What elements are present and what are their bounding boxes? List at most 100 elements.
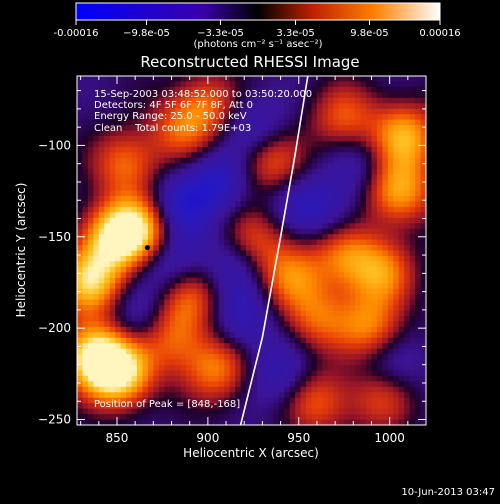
heatmap-cell (207, 294, 214, 301)
heatmap-cell (415, 381, 422, 388)
heatmap-cell (327, 272, 334, 279)
heatmap-cell (371, 408, 378, 415)
heatmap-cell (306, 168, 313, 175)
heatmap-cell (207, 190, 214, 197)
heatmap-cell (169, 354, 176, 361)
heatmap-cell (349, 337, 356, 344)
heatmap-cell (120, 272, 127, 279)
heatmap-cell (164, 305, 171, 312)
heatmap-cell (229, 403, 236, 410)
heatmap-cell (158, 255, 165, 262)
heatmap-cell (393, 255, 400, 262)
heatmap-cell (316, 337, 323, 344)
heatmap-cell (295, 299, 302, 306)
heatmap-cell (224, 321, 231, 328)
heatmap-cell (267, 206, 274, 213)
heatmap-cell (338, 228, 345, 235)
heatmap-cell (235, 255, 242, 262)
heatmap-cell (360, 332, 367, 339)
heatmap-cell (349, 185, 356, 192)
heatmap-cell (295, 195, 302, 203)
heatmap-cell (360, 152, 367, 159)
heatmap-cell (180, 370, 187, 377)
heatmap-cell (82, 228, 89, 235)
heatmap-cell (327, 190, 334, 197)
heatmap-cell (311, 135, 318, 143)
heatmap-cell (415, 245, 422, 252)
heatmap-cell (147, 81, 154, 88)
heatmap-cell (196, 392, 204, 399)
heatmap-cell (131, 381, 138, 388)
heatmap-cell (306, 375, 313, 382)
heatmap-cell (306, 408, 313, 415)
heatmap-cell (158, 76, 165, 83)
heatmap-cell (82, 365, 89, 372)
heatmap-cell (360, 315, 367, 322)
heatmap-cell (409, 206, 416, 213)
heatmap-cell (387, 92, 394, 99)
heatmap-cell (382, 250, 389, 257)
heatmap-cell (300, 315, 307, 322)
heatmap-cell (338, 261, 345, 268)
heatmap-cell (262, 146, 269, 153)
heatmap-cell (289, 397, 296, 404)
heatmap-cell (415, 217, 422, 224)
heatmap-cell (327, 299, 334, 306)
heatmap-cell (306, 108, 313, 115)
heatmap-cell (327, 375, 334, 382)
heatmap-cell (246, 392, 253, 399)
heatmap-cell (256, 370, 263, 377)
x-tick-labels: 850 900 950 1000 (106, 431, 405, 445)
heatmap-cell (398, 365, 405, 372)
heatmap-cell (256, 234, 263, 241)
heatmap-cell (196, 217, 204, 224)
heatmap-cell (131, 223, 138, 230)
heatmap-cell (393, 332, 400, 339)
heatmap-cell (147, 168, 154, 175)
heatmap-cell (202, 130, 209, 137)
heatmap-cell (415, 375, 422, 382)
heatmap-cell (240, 299, 247, 306)
heatmap-cell (82, 250, 89, 257)
heatmap-cell (235, 97, 242, 104)
heatmap-cell (316, 348, 323, 355)
heatmap-cell (316, 168, 323, 175)
heatmap-cell (147, 283, 154, 290)
heatmap-cell (120, 386, 127, 393)
heatmap-cell (82, 103, 89, 110)
heatmap-cell (202, 365, 209, 372)
heatmap-cell (224, 195, 231, 203)
heatmap-cell (251, 212, 258, 219)
heatmap-cell (393, 250, 400, 257)
heatmap-cell (120, 255, 127, 262)
heatmap-cell (311, 354, 318, 361)
heatmap-cell (120, 108, 127, 115)
heatmap-cell (355, 255, 362, 262)
colorbar-tick-label: -0.00016 (54, 28, 99, 39)
heatmap-cell (175, 223, 182, 230)
heatmap-cell (349, 179, 356, 186)
heatmap-cell (136, 174, 144, 181)
heatmap-cell (169, 157, 176, 164)
heatmap-cell (415, 321, 422, 328)
heatmap-cell (115, 277, 122, 284)
heatmap-cell (175, 266, 182, 273)
heatmap-cell (115, 195, 122, 203)
heatmap-cell (235, 81, 242, 88)
heatmap-cell (175, 152, 182, 159)
heatmap-cell (126, 201, 133, 208)
heatmap-cell (246, 108, 253, 115)
heatmap-cell (382, 375, 389, 382)
heatmap-cell (355, 272, 362, 279)
heatmap-cell (371, 359, 378, 366)
heatmap-cell (251, 326, 258, 333)
heatmap-cell (196, 381, 204, 388)
heatmap-cell (256, 386, 263, 393)
heatmap-cell (393, 141, 400, 148)
heatmap-cell (289, 408, 296, 415)
heatmap-cell (196, 179, 204, 186)
heatmap-cell (104, 365, 111, 372)
heatmap-cell (180, 245, 187, 252)
heatmap-cell (115, 310, 122, 317)
heatmap-cell (311, 103, 318, 110)
